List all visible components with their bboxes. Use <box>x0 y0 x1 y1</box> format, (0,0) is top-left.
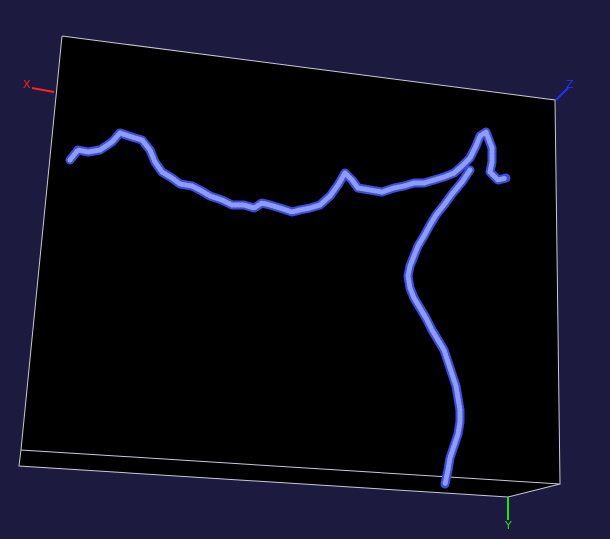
bounding-box <box>18 35 561 498</box>
bounding-box-bottom-face <box>19 450 560 497</box>
filament-structure[interactable] <box>65 127 511 489</box>
axis-indicator-z: Z <box>555 78 574 101</box>
bounding-box-front-face <box>21 36 560 484</box>
strand-branch-bead-texture <box>405 167 473 487</box>
axis-z-label: Z <box>566 78 574 91</box>
axis-indicator-x: X <box>23 78 55 93</box>
strand-main-bead-texture <box>67 129 509 215</box>
axis-y-label: Y <box>504 519 512 532</box>
bounding-box-edges <box>18 35 561 498</box>
axis-x-label: X <box>23 78 31 91</box>
axis-indicator-y: Y <box>504 497 512 532</box>
